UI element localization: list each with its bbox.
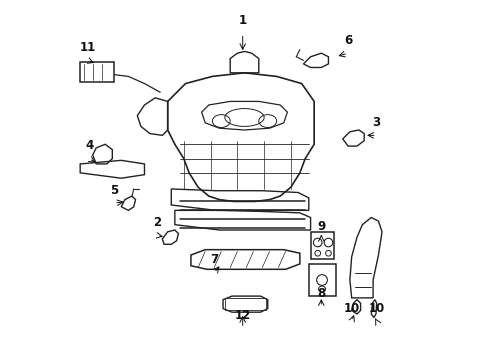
Bar (80, 62, 114, 82)
Text: 8: 8 (317, 287, 325, 300)
Text: 7: 7 (210, 253, 218, 266)
Text: 11: 11 (79, 41, 95, 54)
Text: 1: 1 (238, 14, 246, 27)
Text: 2: 2 (153, 216, 161, 229)
Text: 9: 9 (317, 220, 325, 233)
Text: 10: 10 (343, 302, 359, 315)
Bar (224, 298, 265, 310)
Text: 10: 10 (368, 302, 384, 315)
Text: 5: 5 (110, 184, 118, 197)
Text: 4: 4 (85, 139, 93, 152)
Polygon shape (223, 296, 267, 312)
Bar (310, 232, 333, 258)
Text: 6: 6 (343, 34, 351, 47)
Bar (308, 264, 335, 296)
Text: 3: 3 (372, 116, 380, 129)
Text: 12: 12 (234, 309, 250, 322)
